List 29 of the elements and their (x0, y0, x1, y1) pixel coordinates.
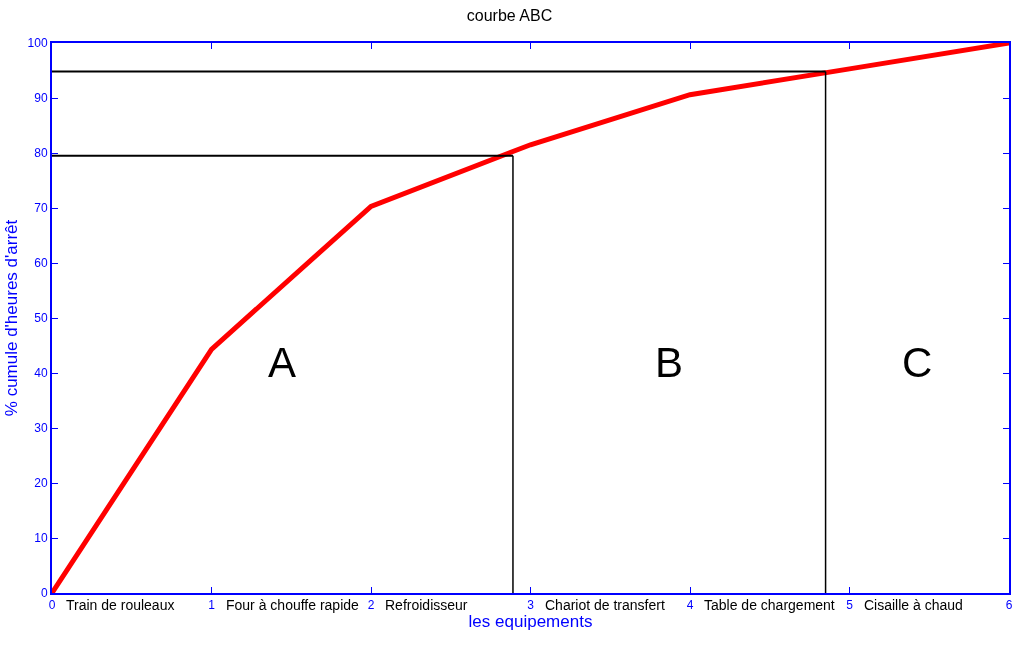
x-tick-label: 2 (367, 598, 375, 613)
text: Four à chouffe rapide (226, 597, 360, 613)
y-tick-label: 30 (34, 421, 48, 436)
text: Train de rouleaux (66, 597, 175, 613)
x-tick-label: 3 (527, 598, 535, 613)
y-tick-label: 60 (34, 256, 48, 271)
y-tick-label: 80 (34, 146, 48, 161)
annotation: A (268, 339, 297, 386)
x-axis-title: les equipements (468, 612, 593, 632)
x-tick-label: 6 (1005, 598, 1013, 613)
y-tick-label: 40 (34, 366, 48, 381)
y-tick-label: 10 (34, 531, 48, 546)
text: Refroidisseur (385, 597, 468, 613)
y-tick-label: 90 (34, 91, 48, 106)
text: Chariot de transfert (545, 597, 665, 613)
x-tick-label: 4 (686, 598, 694, 613)
text: Table de chargement (704, 597, 835, 613)
y-axis-title: % cumule d'heures d'arrêt (1, 219, 21, 417)
annotation: C (902, 339, 933, 386)
y-tick-label: 0 (40, 586, 48, 601)
y-tick-label: 100 (27, 36, 48, 51)
y-tick-label: 50 (34, 311, 48, 326)
y-tick-label: 70 (34, 201, 48, 216)
x-tick-label: 5 (846, 598, 854, 613)
y-tick-label: 20 (34, 476, 48, 491)
annotation: B (655, 339, 684, 386)
text: Cisaille à chaud (864, 597, 963, 613)
x-tick-label: 1 (208, 598, 216, 613)
chart-title: courbe ABC (466, 6, 553, 24)
